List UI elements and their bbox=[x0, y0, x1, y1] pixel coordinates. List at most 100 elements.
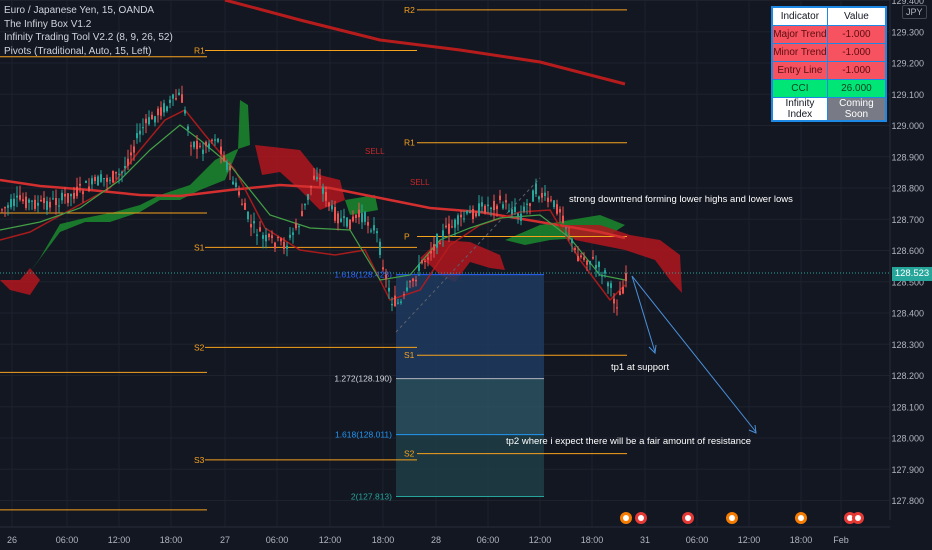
time-tick-label: 06:00 bbox=[266, 535, 289, 545]
candle-body bbox=[523, 206, 525, 212]
news-event-icon[interactable] bbox=[682, 512, 694, 524]
time-tick-label: 18:00 bbox=[581, 535, 604, 545]
candle-body bbox=[259, 227, 261, 232]
candle-body bbox=[532, 190, 534, 202]
candle-body bbox=[295, 222, 297, 229]
news-event-icon[interactable] bbox=[852, 512, 864, 524]
candle-body bbox=[22, 199, 24, 202]
candle-body bbox=[172, 94, 174, 99]
candle-body bbox=[583, 257, 585, 260]
news-event-icon[interactable] bbox=[635, 512, 647, 524]
event-marker-center bbox=[638, 515, 644, 521]
table-footer: Infinity Index Coming Soon bbox=[771, 97, 887, 122]
candle-body bbox=[94, 176, 96, 181]
row-label: CCI bbox=[771, 79, 828, 98]
candle-body bbox=[490, 207, 492, 210]
candle-body bbox=[214, 139, 216, 141]
candle-body bbox=[460, 214, 462, 218]
candle-body bbox=[49, 201, 51, 208]
candle-body bbox=[46, 201, 48, 210]
candle-body bbox=[262, 235, 264, 239]
candle-body bbox=[289, 234, 291, 238]
candle-body bbox=[574, 248, 576, 250]
candle-body bbox=[82, 191, 84, 195]
indicator-infinity-trading-tool[interactable]: Infinity Trading Tool V2.2 (8, 9, 26, 52… bbox=[4, 32, 173, 43]
time-tick-label: 28 bbox=[431, 535, 441, 545]
currency-badge[interactable]: JPY bbox=[902, 5, 927, 19]
time-tick-label: 31 bbox=[640, 535, 650, 545]
indicator-pivots[interactable]: Pivots (Traditional, Auto, 15, Left) bbox=[4, 45, 152, 57]
row-value: -1.000 bbox=[826, 61, 887, 80]
symbol-title[interactable]: Euro / Japanese Yen, 15, OANDA bbox=[4, 5, 155, 16]
event-marker-center bbox=[729, 515, 735, 521]
candle-body bbox=[121, 171, 123, 174]
candle-body bbox=[538, 196, 540, 200]
economic-event-icon[interactable] bbox=[795, 512, 807, 524]
candle-body bbox=[604, 270, 606, 274]
candle-body bbox=[421, 259, 423, 264]
candle-body bbox=[151, 114, 153, 120]
candle-body bbox=[211, 139, 213, 141]
fib-extension-box[interactable]: 1.618(128.428) 1.272(128.190) 1.618(128.01… bbox=[334, 177, 544, 501]
price-tick-label: 128.300 bbox=[891, 340, 924, 350]
annotation-downtrend: strong downtrend forming lower highs and… bbox=[569, 194, 793, 205]
candle-body bbox=[337, 213, 339, 224]
row-value: -1.000 bbox=[826, 25, 887, 44]
cloud-bull-1 bbox=[30, 100, 250, 272]
pivot-label: R1 bbox=[404, 138, 415, 148]
candle-body bbox=[187, 126, 189, 130]
candle-body bbox=[130, 152, 132, 156]
candle-body bbox=[565, 227, 567, 229]
pivot-label: S3 bbox=[194, 455, 205, 465]
table-row: Minor Trend -1.000 bbox=[771, 43, 887, 62]
candle-body bbox=[511, 209, 513, 215]
time-tick-label: 18:00 bbox=[160, 535, 183, 545]
candle-body bbox=[13, 198, 15, 206]
candle-body bbox=[313, 175, 315, 180]
candle-body bbox=[586, 260, 588, 265]
row-label: Major Trend bbox=[771, 25, 828, 44]
table-row: Entry Line -1.000 bbox=[771, 61, 887, 80]
candle-body bbox=[118, 173, 120, 175]
time-tick-label: 06:00 bbox=[477, 535, 500, 545]
tp2-arrowhead bbox=[748, 424, 757, 434]
tp2-arrow bbox=[631, 275, 757, 433]
candle-body bbox=[97, 176, 99, 186]
price-axis[interactable]: 127.800 127.900 128.000 128.100 128.200 128.3… bbox=[889, 0, 924, 520]
candle-body bbox=[196, 140, 198, 150]
mid-moving-average bbox=[0, 178, 626, 240]
price-tick-label: 129.400 bbox=[891, 0, 924, 6]
candle-body bbox=[361, 213, 363, 223]
candle-body bbox=[244, 203, 246, 210]
time-axis[interactable]: 26 06:00 12:00 18:00 27 06:00 12:00 18:00 28 06:0… bbox=[0, 526, 890, 545]
candle-body bbox=[43, 197, 45, 204]
price-tick-label: 127.900 bbox=[891, 465, 924, 475]
candle-body bbox=[139, 130, 141, 135]
candle-body bbox=[304, 203, 306, 206]
economic-event-icon[interactable] bbox=[726, 512, 738, 524]
candle-body bbox=[529, 203, 531, 207]
time-tick-label: 27 bbox=[220, 535, 230, 545]
pivot-label: S2 bbox=[194, 342, 205, 352]
candle-body bbox=[223, 155, 225, 162]
drawings[interactable]: SELL SELL strong downtrend forming lower h… bbox=[0, 147, 890, 524]
candle-body bbox=[307, 194, 309, 200]
time-tick-label: 12:00 bbox=[319, 535, 342, 545]
price-tick-label: 129.200 bbox=[891, 59, 924, 69]
candle-body bbox=[457, 215, 459, 225]
candle-body bbox=[175, 98, 177, 100]
time-tick-label: 12:00 bbox=[108, 535, 131, 545]
candle-body bbox=[55, 198, 57, 205]
candle-body bbox=[406, 287, 408, 291]
candle-body bbox=[595, 264, 597, 269]
economic-event-icon[interactable] bbox=[620, 512, 632, 524]
price-tick-label: 128.700 bbox=[891, 215, 924, 225]
indicator-infiny-box[interactable]: The Infiny Box V1.2 bbox=[4, 18, 92, 30]
candle-body bbox=[514, 206, 516, 213]
candle-body bbox=[400, 301, 402, 304]
candle-body bbox=[10, 199, 12, 208]
candle-body bbox=[163, 103, 165, 113]
candle-body bbox=[616, 307, 618, 309]
candle-body bbox=[25, 196, 27, 209]
price-tick-label: 128.100 bbox=[891, 402, 924, 412]
